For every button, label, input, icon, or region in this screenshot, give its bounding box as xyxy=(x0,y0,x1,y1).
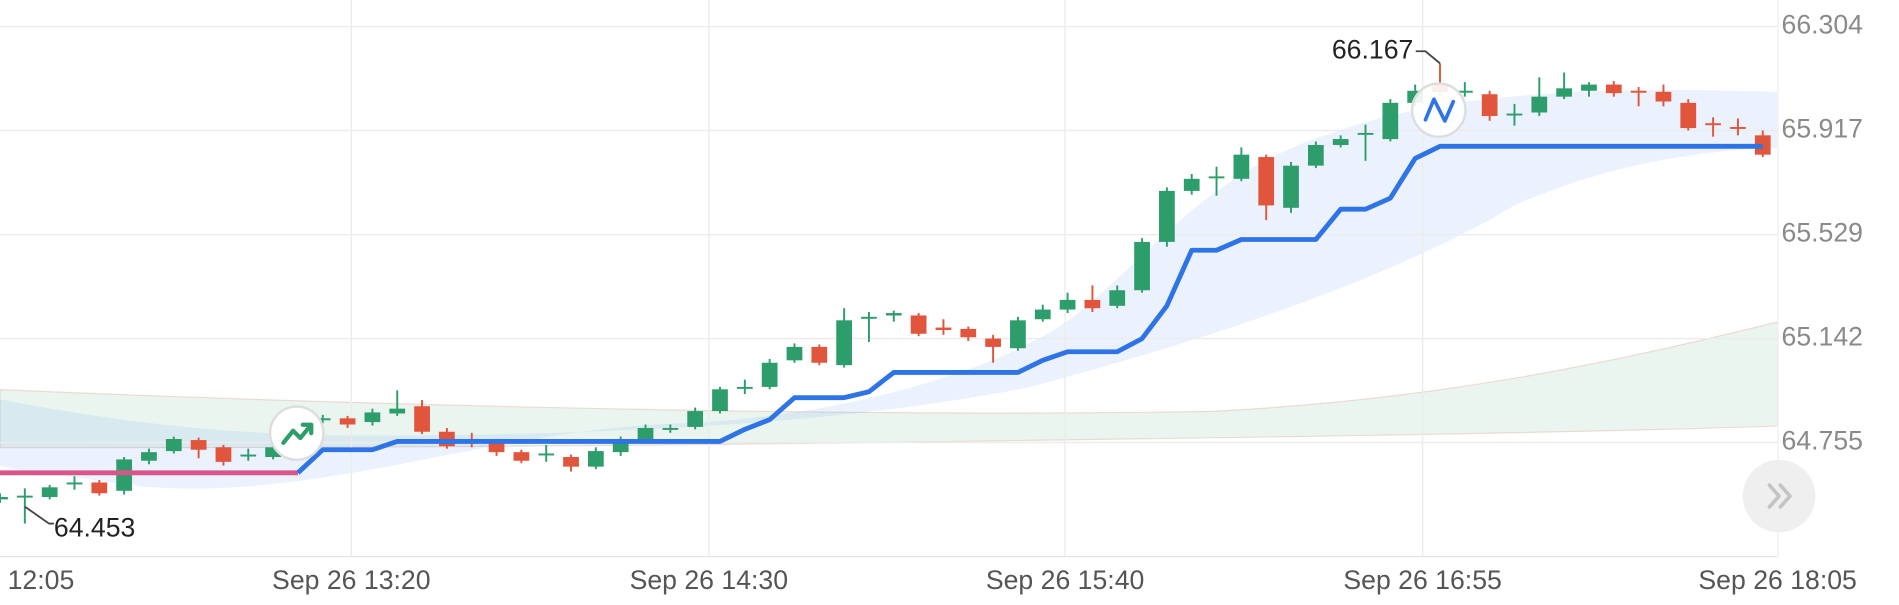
annotation-leader xyxy=(24,505,54,525)
button-glyph xyxy=(1767,483,1792,509)
candle-body xyxy=(736,386,753,389)
candle-body xyxy=(836,320,853,366)
candle-body xyxy=(985,338,1001,347)
candle-body xyxy=(1357,132,1374,135)
candle-body xyxy=(935,327,952,330)
candle-body xyxy=(612,441,629,453)
candle-body xyxy=(339,418,356,425)
green-band xyxy=(0,321,1779,449)
signal-buy-icon[interactable] xyxy=(268,405,325,462)
candle-body xyxy=(712,389,728,412)
candle-body xyxy=(1605,84,1622,94)
candle-body xyxy=(0,496,8,500)
candle-body xyxy=(1332,139,1349,145)
y-tick-label: 64.755 xyxy=(1782,426,1863,456)
candle-body xyxy=(165,438,182,452)
candle-body xyxy=(687,411,704,427)
candle-body xyxy=(389,408,406,414)
grid xyxy=(0,0,1778,557)
candle-body xyxy=(1481,94,1498,116)
bands xyxy=(0,89,1779,489)
candle-body xyxy=(488,442,505,453)
candle-body xyxy=(1283,165,1299,208)
candle-body xyxy=(1754,135,1771,155)
candle-body xyxy=(1208,176,1225,179)
y-tick-label: 65.142 xyxy=(1782,322,1863,352)
min-annotation: 64.453 xyxy=(54,513,135,543)
candle-body xyxy=(1307,144,1324,166)
icon-glyph xyxy=(281,422,314,445)
candle-body xyxy=(1456,90,1473,93)
candle-body xyxy=(662,427,679,430)
candle-body xyxy=(1258,157,1275,206)
candle-body xyxy=(1680,102,1697,129)
candle-body xyxy=(1059,299,1076,310)
candle-body xyxy=(637,427,654,442)
y-tick-label: 65.917 xyxy=(1782,114,1863,144)
scroll-right-button[interactable] xyxy=(1742,459,1816,533)
signal-icon[interactable] xyxy=(1410,82,1467,138)
candle-body xyxy=(41,487,58,497)
labels: 64.755 65.142 65.529 65.917 66.304 Sep 26 12:… xyxy=(0,10,1863,595)
x-tick-label: Sep 26 14:30 xyxy=(630,565,788,595)
candle-body xyxy=(910,315,927,334)
candle-body xyxy=(190,440,207,450)
candle-body xyxy=(265,447,281,457)
x-tick-label: Sep 26 13:20 xyxy=(272,565,430,595)
candle-body xyxy=(960,328,977,338)
x-tick-label: Sep 26 15:40 xyxy=(986,565,1144,595)
annotation-leader xyxy=(1415,50,1441,65)
candle-body xyxy=(1506,113,1523,116)
candle-body xyxy=(240,454,257,457)
candle-body xyxy=(1630,90,1647,93)
candle-body xyxy=(1084,299,1101,309)
y-tick-label: 65.529 xyxy=(1782,218,1863,248)
candle-body xyxy=(1183,178,1200,191)
indicator-line xyxy=(296,143,1763,475)
x-tick-label: Sep 26 18:05 xyxy=(1698,565,1856,595)
max-annotation: 66.167 xyxy=(1332,34,1413,64)
candle-body xyxy=(811,346,828,363)
candle-body xyxy=(786,346,803,361)
blue-band xyxy=(0,89,1778,489)
candle-body xyxy=(1034,309,1051,320)
candle-body xyxy=(314,418,331,421)
candle-body xyxy=(91,482,108,494)
candle-body xyxy=(215,447,232,462)
candle-body xyxy=(1382,102,1399,140)
candle-body xyxy=(513,452,530,461)
candle-body xyxy=(1556,88,1573,97)
icon-glyph xyxy=(1423,97,1456,123)
candle-body xyxy=(1705,123,1721,126)
y-tick-label: 66.304 xyxy=(1782,10,1864,40)
candle-body xyxy=(761,362,778,387)
candle-body xyxy=(1730,127,1746,129)
candle-body xyxy=(538,453,555,456)
candle-body xyxy=(141,452,157,461)
candle-body xyxy=(1531,96,1548,113)
candle-body xyxy=(563,456,579,467)
candle-body xyxy=(1233,154,1250,179)
candle-body xyxy=(1655,91,1672,102)
candle-body xyxy=(16,495,33,498)
candle-body xyxy=(414,406,430,432)
candle-body xyxy=(1109,290,1126,306)
indicator-lines xyxy=(0,143,1763,476)
candle-body xyxy=(1134,241,1150,291)
candle-body xyxy=(1159,190,1175,242)
candle-body xyxy=(66,482,83,485)
candle-body xyxy=(1581,84,1597,91)
candle-body xyxy=(861,316,877,319)
x-tick-label: Sep 26 12:05 xyxy=(0,565,74,595)
candle-body xyxy=(587,451,604,467)
candle-body xyxy=(364,412,381,423)
candle-body xyxy=(1010,320,1026,349)
x-tick-label: Sep 26 16:55 xyxy=(1343,565,1501,595)
candle-body xyxy=(885,313,902,316)
